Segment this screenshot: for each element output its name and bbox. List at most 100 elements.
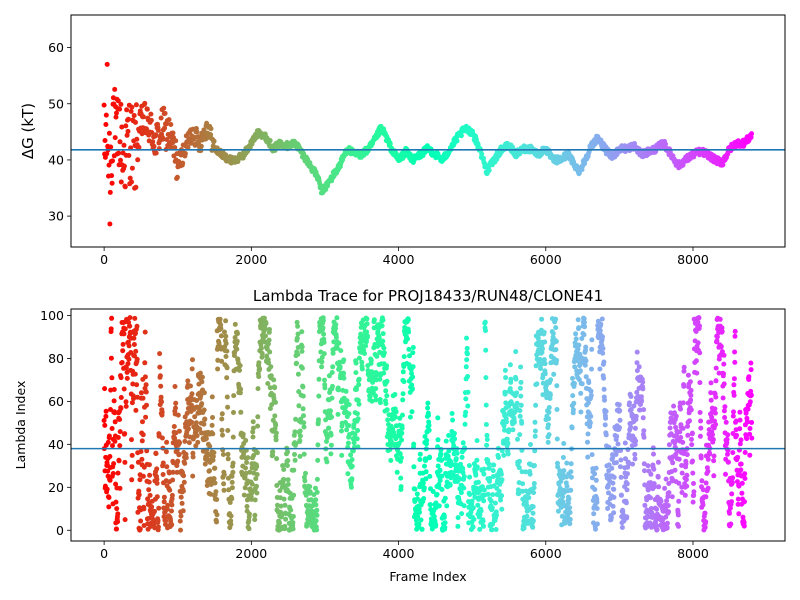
lambda-point	[575, 317, 581, 323]
delta-g-point	[182, 151, 188, 156]
lambda-point	[156, 505, 162, 511]
lambda-point	[170, 469, 176, 475]
lambda-point	[143, 382, 149, 388]
lambda-point	[714, 338, 720, 344]
lambda-point	[334, 315, 340, 321]
lambda-point	[492, 500, 498, 506]
lambda-point	[723, 419, 729, 425]
lambda-point	[477, 526, 483, 532]
lambda-point	[152, 508, 157, 514]
lambda-point	[288, 507, 294, 513]
lambda-point	[339, 452, 345, 458]
lambda-point	[594, 506, 600, 511]
lambda-point	[105, 439, 111, 445]
lambda-point	[693, 358, 699, 364]
lambda-point	[493, 527, 499, 532]
delta-g-point	[106, 130, 112, 136]
lambda-point	[169, 502, 175, 508]
lambda-point	[299, 344, 305, 350]
lambda-point	[388, 439, 394, 445]
lambda-point	[730, 413, 736, 419]
delta-g-point	[458, 133, 464, 139]
lambda-point	[655, 474, 661, 480]
lambda-point	[321, 339, 327, 345]
lambda-point	[324, 459, 330, 465]
lambda-point	[384, 393, 390, 399]
delta-g-point	[151, 143, 157, 149]
lambda-point	[183, 455, 189, 461]
lambda-point	[320, 325, 326, 331]
lambda-point	[134, 382, 140, 388]
lambda-point	[400, 397, 406, 403]
lambda-point	[351, 440, 357, 446]
lambda-point	[227, 500, 233, 505]
lambda-point	[688, 397, 694, 403]
lambda-point	[731, 376, 737, 382]
lambda-point	[422, 463, 427, 469]
lambda-point	[711, 458, 717, 464]
lambda-point	[397, 451, 403, 457]
lambda-point	[194, 433, 200, 439]
lambda-point	[399, 425, 405, 431]
lambda-point	[713, 365, 719, 371]
lambda-point	[611, 486, 617, 492]
lambda-point	[383, 401, 389, 407]
lambda-point	[257, 367, 263, 372]
lambda-point	[210, 431, 216, 437]
lambda-point	[417, 451, 423, 457]
delta-g-point	[150, 139, 156, 145]
lambda-point	[190, 454, 196, 460]
delta-g-point	[124, 107, 130, 113]
lambda-point	[115, 435, 121, 440]
lambda-point	[158, 394, 164, 400]
lambda-point	[323, 417, 329, 423]
lambda-point	[133, 348, 139, 354]
delta-g-point	[185, 144, 191, 150]
lambda-point	[329, 414, 335, 420]
lambda-point	[606, 462, 612, 468]
lambda-point	[326, 425, 332, 431]
lambda-point	[255, 414, 261, 420]
lambda-point	[339, 428, 344, 434]
lambda-point	[178, 513, 184, 519]
delta-g-x-ticks: 0 2000 4000 6000 8000	[100, 247, 709, 267]
lambda-point	[190, 450, 196, 456]
lambda-point	[254, 450, 260, 456]
lambda-point	[176, 428, 182, 434]
lambda-point	[710, 432, 715, 438]
delta-g-point	[481, 155, 486, 161]
lambda-point	[364, 329, 370, 335]
lambda-point	[354, 411, 360, 417]
lambda-point	[712, 410, 718, 416]
lambda-point	[338, 348, 344, 354]
lambda-point	[461, 485, 467, 491]
lambda-point	[430, 489, 436, 494]
lambda-point	[290, 526, 296, 532]
lambda-point	[127, 329, 133, 335]
lambda-point	[313, 502, 319, 508]
lambda-point	[530, 524, 536, 530]
lambda-point	[297, 453, 303, 459]
lambda-point	[678, 435, 684, 440]
lambda-point	[603, 408, 609, 414]
lambda-point	[530, 510, 536, 516]
lambda-point	[601, 386, 607, 392]
lambda-point	[224, 365, 230, 371]
lambda-point	[365, 333, 371, 339]
delta-g-point	[479, 151, 485, 157]
lambda-point	[295, 371, 301, 377]
lambda-point	[663, 476, 669, 482]
lambda-point	[243, 465, 248, 471]
lambda-point	[583, 358, 589, 364]
lambda-point	[369, 398, 375, 404]
lambda-point	[664, 498, 670, 504]
lambda-point	[506, 427, 512, 433]
lambda-point	[354, 387, 359, 392]
lambda-point	[272, 385, 278, 391]
lambda-point	[138, 518, 144, 524]
lambda-point	[531, 481, 537, 486]
lambda-point	[134, 323, 140, 329]
lambda-point	[427, 473, 433, 479]
lambda-point	[412, 486, 418, 492]
lambda-point	[684, 472, 690, 478]
